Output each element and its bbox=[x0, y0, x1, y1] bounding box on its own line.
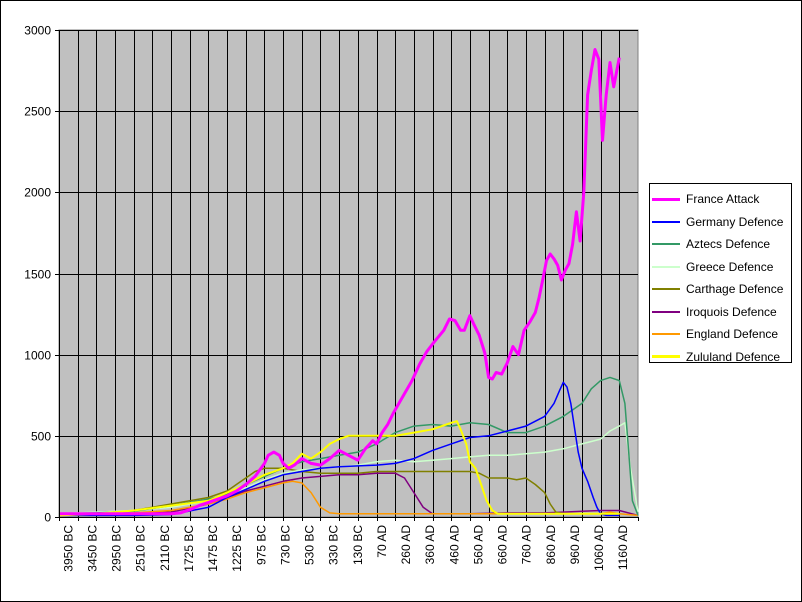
legend-label: Zululand Defence bbox=[686, 349, 781, 364]
x-tick-label: 260 AD bbox=[399, 525, 413, 565]
x-tick-label: 1475 BC bbox=[206, 525, 220, 572]
x-tick-label: 2950 BC bbox=[110, 525, 124, 572]
y-tick-label: 2000 bbox=[24, 186, 51, 200]
series-line-zululand-defence bbox=[58, 420, 620, 517]
x-tick-label: 730 BC bbox=[278, 525, 292, 565]
legend-item: Carthage Defence bbox=[652, 278, 789, 301]
legend-item: England Defence bbox=[652, 323, 789, 346]
x-tick-label: 2110 BC bbox=[158, 525, 172, 571]
x-tick-label: 70 AD bbox=[375, 525, 389, 558]
x-tick-label: 660 AD bbox=[496, 525, 510, 565]
x-tick-label: 530 BC bbox=[303, 525, 317, 565]
x-tick-label: 975 BC bbox=[254, 525, 268, 565]
legend-label: France Attack bbox=[686, 192, 760, 207]
legend-swatch bbox=[652, 310, 680, 313]
legend-swatch bbox=[652, 197, 680, 201]
series-line-germany-defence bbox=[59, 381, 620, 517]
x-tick-label: 960 AD bbox=[568, 525, 582, 565]
legend-swatch bbox=[652, 355, 680, 359]
legend-label: Aztecs Defence bbox=[686, 237, 771, 252]
x-tick-label: 460 AD bbox=[447, 525, 461, 565]
legend-swatch bbox=[652, 243, 680, 246]
series-line-greece-defence bbox=[58, 422, 639, 515]
x-tick-label: 1225 BC bbox=[230, 525, 244, 572]
legend-label: England Defence bbox=[686, 327, 779, 342]
legend-item: Iroquois Defence bbox=[652, 301, 789, 324]
y-tick-label: 1500 bbox=[24, 268, 51, 282]
x-tick-label: 1160 AD bbox=[616, 525, 630, 570]
y-tick-label: 500 bbox=[31, 430, 51, 444]
legend-swatch bbox=[652, 265, 680, 268]
x-tick-label: 3950 BC bbox=[61, 525, 75, 572]
legend-item: Greece Defence bbox=[652, 256, 789, 279]
legend-label: Carthage Defence bbox=[686, 282, 784, 297]
legend-swatch bbox=[652, 220, 680, 223]
legend-item: Zululand Defence bbox=[652, 346, 789, 369]
legend-swatch bbox=[652, 288, 680, 291]
x-tick-label: 860 AD bbox=[544, 525, 558, 565]
legend-label: Germany Defence bbox=[686, 214, 784, 229]
x-tick-label: 1725 BC bbox=[182, 525, 196, 572]
x-tick-label: 360 AD bbox=[423, 525, 437, 565]
x-axis: 3950 BC 3450 BC 2950 BC 2510 BC 2110 BC 1725 … bbox=[59, 517, 639, 572]
x-tick-label: 760 AD bbox=[520, 525, 534, 565]
y-axis: 0 500 1000 1500 2000 2500 3000 bbox=[24, 24, 638, 525]
grid-lines bbox=[59, 30, 638, 517]
legend-swatch bbox=[652, 333, 680, 336]
legend: France Attack Germany Defence Aztecs Defen… bbox=[649, 183, 792, 364]
legend-item: France Attack bbox=[652, 188, 789, 211]
legend-label: Greece Defence bbox=[686, 259, 774, 274]
x-tick-label: 130 BC bbox=[351, 525, 365, 565]
x-tick-label: 1060 AD bbox=[592, 525, 606, 571]
legend-item: Aztecs Defence bbox=[652, 233, 789, 256]
legend-label: Iroquois Defence bbox=[686, 304, 777, 319]
y-tick-label: 1000 bbox=[24, 349, 51, 363]
plot-area bbox=[58, 29, 639, 518]
y-tick-label: 2500 bbox=[24, 105, 51, 119]
x-tick-label: 330 BC bbox=[327, 525, 341, 565]
legend-item: Germany Defence bbox=[652, 211, 789, 234]
y-tick-label: 3000 bbox=[24, 24, 51, 38]
y-tick-label: 0 bbox=[44, 511, 51, 525]
x-tick-label: 3450 BC bbox=[85, 525, 99, 572]
series-line-france-attack bbox=[59, 48, 621, 516]
x-tick-label: 2510 BC bbox=[134, 525, 148, 572]
x-tick-label: 560 AD bbox=[471, 525, 485, 565]
series-line-carthage-defence bbox=[58, 467, 620, 517]
series-lines bbox=[58, 48, 639, 517]
